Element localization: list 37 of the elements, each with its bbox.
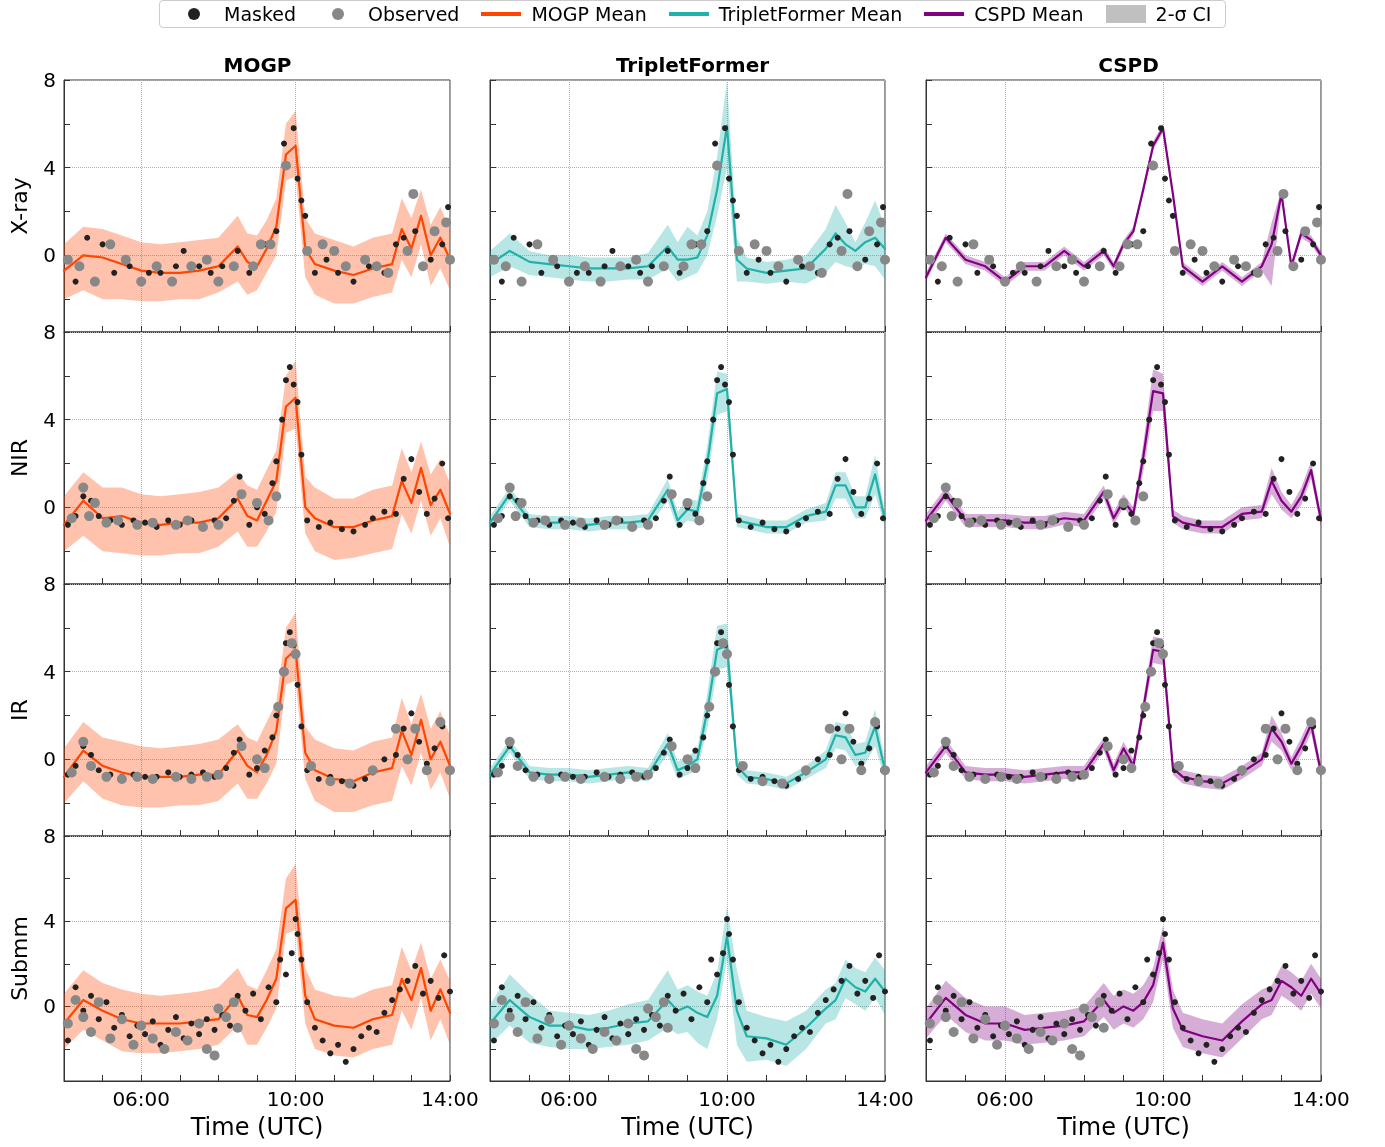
y-tick-label: 8 <box>43 572 56 596</box>
y-tick-label: 4 <box>43 407 56 432</box>
x-axis-title: Time (UTC) <box>1056 1113 1190 1141</box>
x-tick-label: 14:00 <box>421 1087 479 1111</box>
y-axis-title: IR <box>6 699 32 721</box>
y-tick-label: 8 <box>43 320 56 344</box>
x-tick-label: 10:00 <box>266 1087 325 1111</box>
y-axis-title: X-ray <box>6 177 32 235</box>
x-axis-title: Time (UTC) <box>620 1113 754 1141</box>
x-tick-label: 10:00 <box>1134 1087 1192 1111</box>
legend-label: TripletFormer Mean <box>718 3 903 25</box>
chart-title: CSPD <box>1098 53 1159 77</box>
y-tick-label: 0 <box>43 243 56 268</box>
x-axis-title: Time (UTC) <box>189 1113 324 1141</box>
legend-label: MOGP Mean <box>531 3 647 25</box>
legend-label: Observed <box>368 3 460 25</box>
y-tick-label: 8 <box>43 824 56 848</box>
y-tick-label: 8 <box>43 68 56 92</box>
legend-label: Masked <box>224 3 297 25</box>
x-tick-label: 10:00 <box>698 1087 756 1111</box>
y-axis-title: Submm <box>6 916 32 1001</box>
y-tick-label: 4 <box>43 659 56 684</box>
y-tick-label: 0 <box>43 747 56 772</box>
x-tick-label: 06:00 <box>112 1087 171 1111</box>
y-tick-label: 4 <box>43 909 56 934</box>
chart-title: MOGP <box>223 53 292 77</box>
y-tick-label: 0 <box>43 495 56 520</box>
y-tick-label: 4 <box>43 155 56 180</box>
x-tick-label: 14:00 <box>1292 1087 1350 1111</box>
y-tick-label: 0 <box>43 994 56 1019</box>
x-tick-label: 14:00 <box>856 1087 914 1111</box>
text: 2-σ CI <box>1155 3 1212 25</box>
y-axis-title: NIR <box>6 438 32 478</box>
chart-title: TripletFormer <box>615 53 770 77</box>
x-tick-label: 06:00 <box>976 1087 1034 1111</box>
x-tick-label: 06:00 <box>540 1087 598 1111</box>
legend-label: CSPD Mean <box>974 3 1084 25</box>
